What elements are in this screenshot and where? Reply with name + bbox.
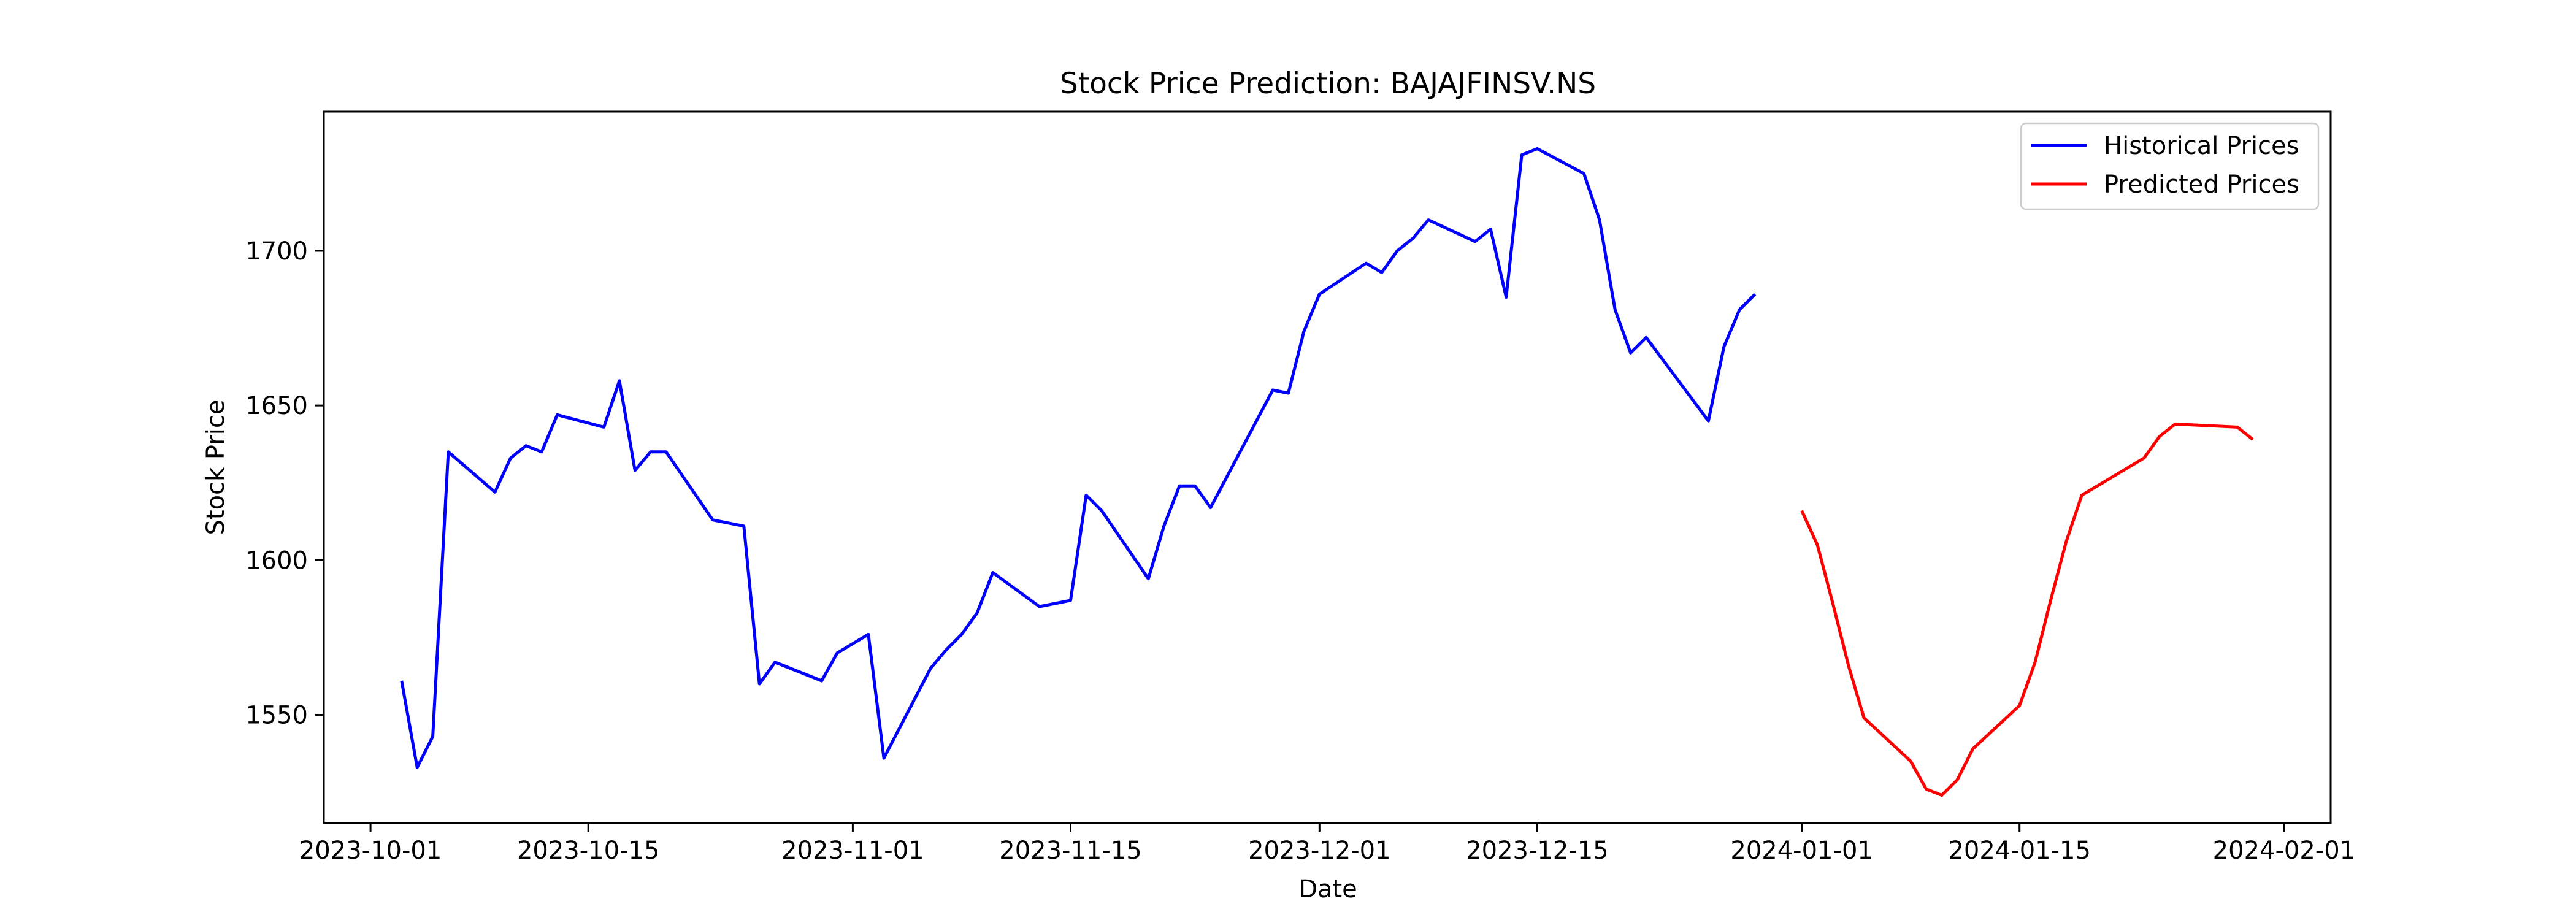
x-tick-label: 2024-02-01 [2213, 837, 2355, 865]
x-axis-ticks: 2023-10-01 2023-10-15 2023-11-01 2023-11-15… [299, 823, 2355, 865]
series-line-predicted [1800, 422, 2254, 797]
x-tick-label: 2023-10-15 [517, 837, 659, 865]
legend-label-historical: Historical Prices [2104, 132, 2299, 160]
x-tick-label: 2024-01-01 [1730, 837, 1873, 865]
chart-title: Stock Price Prediction: BAJAJFINSV.NS [1060, 67, 1596, 101]
x-tick-label: 2023-11-01 [781, 837, 924, 865]
legend-label-predicted: Predicted Prices [2104, 171, 2299, 199]
y-tick-label: 1700 [245, 237, 308, 266]
y-axis-label: Stock Price [202, 400, 230, 535]
x-tick-label: 2023-12-01 [1248, 837, 1390, 865]
legend-box [2020, 122, 2320, 210]
x-axis-label: Date [1298, 875, 1357, 903]
series-layer [400, 147, 2254, 797]
y-tick-label: 1550 [245, 701, 308, 729]
legend: Historical Prices Predicted Prices [2020, 122, 2320, 210]
plot-frame [323, 110, 2332, 824]
y-tick-label: 1600 [245, 546, 308, 575]
x-tick-label: 2024-01-15 [1948, 837, 2090, 865]
x-tick-label: 2023-12-15 [1466, 837, 1608, 865]
y-tick-label: 1650 [245, 392, 308, 420]
x-tick-label: 2023-11-15 [999, 837, 1141, 865]
series-line-historical [400, 147, 1757, 769]
y-axis-ticks: 1550 1600 1650 1700 [245, 237, 324, 729]
x-tick-label: 2023-10-01 [299, 837, 442, 865]
